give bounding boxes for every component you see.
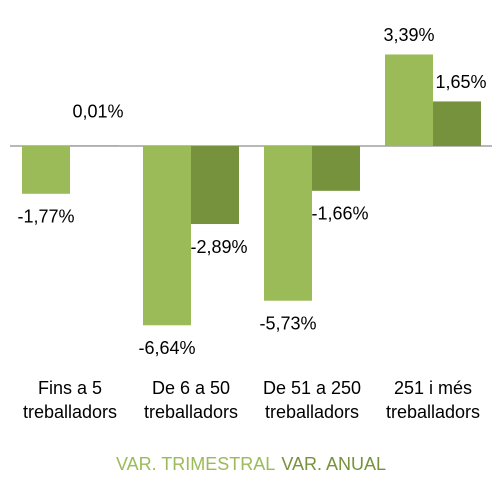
bar: [191, 146, 239, 225]
data-label: -6,64%: [138, 338, 195, 358]
data-label: 1,65%: [435, 72, 486, 92]
bar: [143, 146, 191, 326]
data-label: -2,89%: [190, 237, 247, 257]
legend: VAR. TRIMESTRAL VAR. ANUAL: [0, 454, 502, 475]
legend-item: VAR. TRIMESTRAL: [115, 454, 276, 474]
bar: [264, 146, 312, 301]
bar: [312, 146, 360, 191]
bar: [22, 146, 70, 194]
x-tick-label: De 6 a 50 treballadors: [143, 378, 239, 422]
legend-item: VAR. ANUAL: [281, 454, 387, 474]
bar: [385, 54, 433, 146]
data-label: 3,39%: [383, 25, 434, 45]
data-label: -1,66%: [311, 204, 368, 224]
data-label: -1,77%: [17, 207, 74, 227]
x-tick-label: Fins a 5 treballadors: [22, 378, 118, 422]
x-tick-label: 251 i més treballadors: [385, 378, 481, 422]
bar: [433, 101, 481, 146]
data-label: -5,73%: [259, 313, 316, 333]
x-tick-label: De 51 a 250 treballadors: [262, 378, 362, 422]
data-label: 0,01%: [72, 101, 123, 121]
